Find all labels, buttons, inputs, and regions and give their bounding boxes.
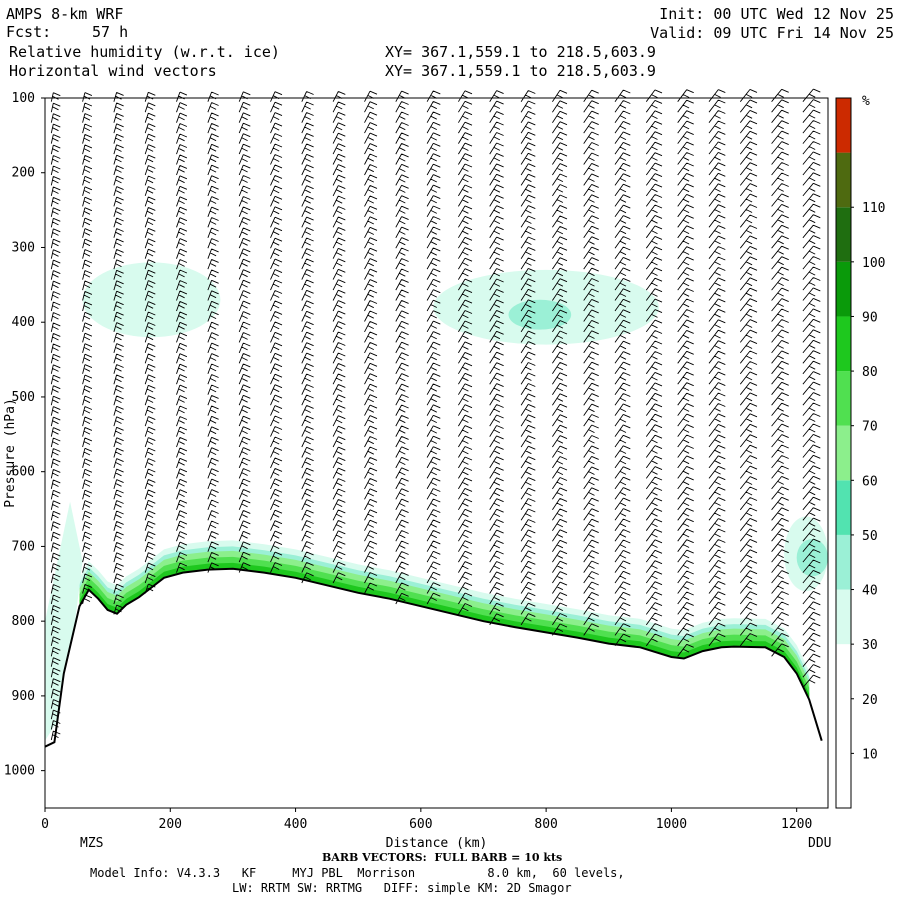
colorbar-swatch: [836, 644, 851, 699]
x-tick-label: 1200: [781, 817, 812, 832]
y-tick-label: 800: [12, 614, 35, 629]
wind-barb-column: [645, 89, 663, 647]
colorbar-label: 90: [862, 310, 878, 325]
model-title: AMPS 8-km WRF: [6, 5, 124, 23]
wind-barb-column: [739, 88, 758, 647]
wind-barb-column: [270, 91, 283, 573]
y-tick-label: 1000: [4, 764, 35, 779]
colorbar-swatch: [836, 207, 851, 262]
wind-barb-column: [301, 91, 314, 584]
humid-region: [82, 262, 221, 338]
wind-barb-column: [176, 91, 188, 573]
colorbar-label: 70: [862, 420, 878, 435]
wind-barb-column: [802, 88, 821, 688]
y-tick-label: 100: [12, 91, 35, 106]
y-tick-label: 200: [12, 166, 35, 181]
barb-note: BARB VECTORS: FULL BARB = 10 kts: [322, 851, 563, 864]
y-tick-label: 300: [12, 240, 35, 255]
wind-barb-column: [708, 89, 726, 647]
x-tick-label: 1000: [656, 817, 687, 832]
physics-info: LW: RRTM SW: RRTMG DIFF: simple KM: 2D S…: [232, 881, 572, 895]
wind-barb-column: [426, 90, 441, 605]
endpoint-right: DDU: [808, 836, 831, 851]
y-tick-label: 500: [12, 390, 35, 405]
colorbar-label: 50: [862, 529, 878, 544]
field-title-rh: Relative humidity (w.r.t. ice): [9, 43, 280, 61]
wind-barb-column: [207, 91, 219, 573]
xy-range-2: XY= 367.1,559.1 to 218.5,603.9: [385, 62, 656, 80]
valid-time: Valid: 09 UTC Fri 14 Nov 25: [650, 24, 894, 42]
forecast-hours: 57 h: [92, 23, 129, 41]
y-tick-label: 900: [12, 689, 35, 704]
x-tick-label: 400: [284, 817, 307, 832]
x-tick-label: 600: [409, 817, 432, 832]
wind-barb-column: [238, 91, 251, 573]
terrain-fill: [45, 568, 822, 808]
y-axis-label: Pressure (hPa): [3, 398, 18, 508]
model-info: Model Info: V4.3.3 KF MYJ PBL Morrison 8…: [90, 866, 625, 880]
wind-barb-column: [82, 92, 93, 605]
wind-barb-column: [489, 90, 504, 626]
colorbar-label: 110: [862, 201, 885, 216]
x-tick-label: 800: [534, 817, 557, 832]
colorbar-swatch: [836, 425, 851, 481]
colorbar-label: 80: [862, 365, 878, 380]
x-tick-label: 0: [41, 817, 49, 832]
wind-barb-column: [332, 90, 346, 584]
init-time: Init: 00 UTC Wed 12 Nov 25: [659, 5, 894, 23]
wind-barb-column: [113, 91, 124, 615]
wind-barb-column: [144, 91, 156, 594]
y-tick-label: 400: [12, 315, 35, 330]
wind-barb-column: [614, 89, 631, 647]
y-tick-label: 600: [12, 465, 35, 480]
colorbar-label: 10: [862, 747, 878, 762]
x-tick-label: 200: [159, 817, 182, 832]
humid-region: [508, 299, 572, 330]
wind-barb-column: [677, 89, 694, 657]
colorbar-label: 40: [862, 584, 878, 599]
forecast-label: Fcst:: [6, 23, 52, 41]
wind-barb-column: [364, 90, 378, 594]
wind-barb-column: [552, 89, 568, 636]
endpoint-left: MZS: [80, 836, 103, 851]
colorbar-swatch: [836, 480, 851, 535]
colorbar-swatch: [836, 371, 851, 426]
colorbar-swatch: [836, 152, 851, 208]
rh-band: [45, 501, 83, 741]
colorbar-swatch: [836, 534, 851, 590]
humid-region: [796, 538, 829, 577]
colorbar-swatch: [836, 261, 851, 317]
wind-barb-column: [50, 92, 61, 741]
colorbar-swatch: [836, 589, 851, 645]
colorbar-unit: %: [862, 94, 870, 109]
y-tick-label: 700: [12, 539, 35, 554]
colorbar-label: 100: [862, 256, 885, 271]
colorbar-swatch: [836, 753, 851, 808]
x-axis-label: Distance (km): [386, 836, 488, 851]
colorbar-swatch: [836, 316, 851, 372]
wind-barb-column: [395, 90, 409, 605]
plot-frame: [44, 97, 829, 809]
terrain-line: [44, 567, 823, 748]
wind-barb-column: [771, 88, 789, 657]
wind-barb-column: [458, 90, 473, 615]
colorbar-swatch: [836, 98, 851, 153]
cross-section-chart: 100 200 300 400 500 600 700 800 900 1000 0 200 400 60…: [3, 88, 885, 851]
colorbar-swatch: [836, 698, 851, 754]
colorbar-label: 20: [862, 693, 878, 708]
wind-barb-column: [520, 90, 536, 626]
wind-barb-column: [583, 89, 599, 636]
colorbar-frame: [835, 97, 852, 809]
colorbar-label: 60: [862, 474, 878, 489]
field-title-wind: Horizontal wind vectors: [9, 62, 217, 80]
colorbar-label: 30: [862, 638, 878, 653]
xy-range-1: XY= 367.1,559.1 to 218.5,603.9: [385, 43, 656, 61]
